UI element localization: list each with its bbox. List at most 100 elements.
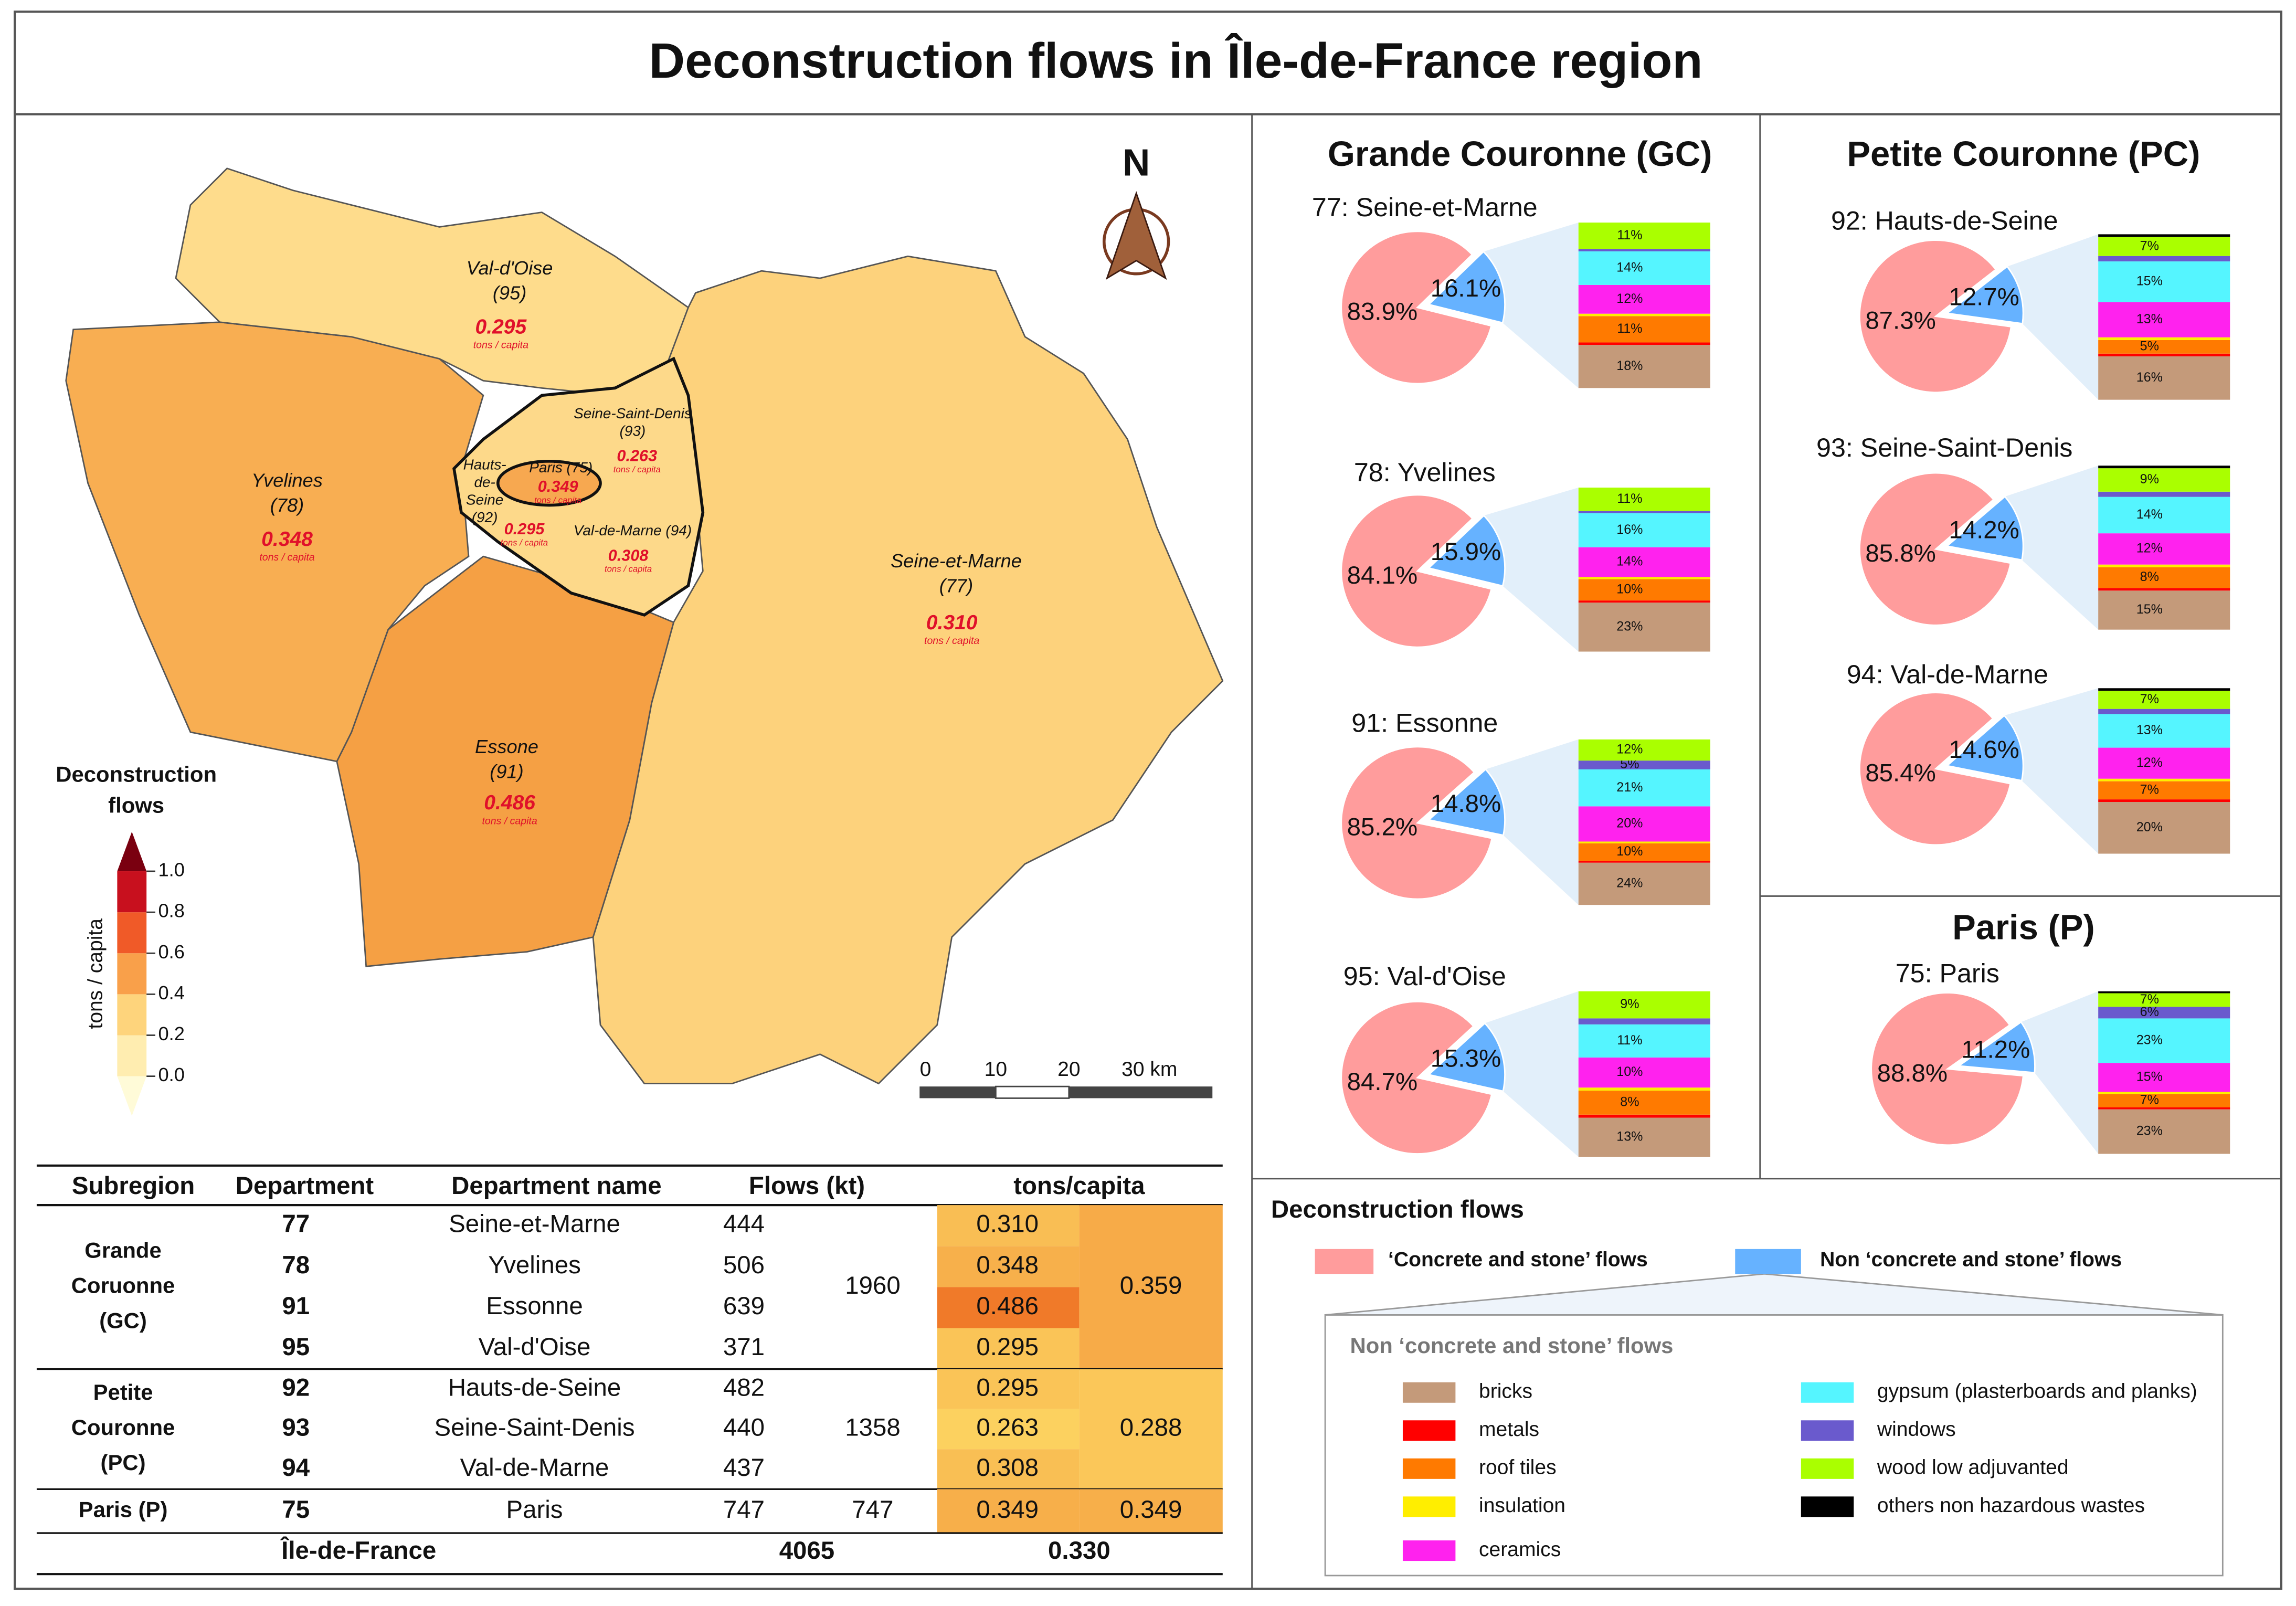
bar-segment	[1578, 249, 1710, 251]
bar-segment	[2098, 1007, 2230, 1019]
table-cell: 0.359	[1120, 1272, 1182, 1299]
bar-label: 15%	[2136, 1069, 2163, 1084]
bar-segment	[2098, 688, 2230, 691]
scale-label: 0	[920, 1058, 932, 1081]
legend-label: windows	[1877, 1418, 1956, 1441]
table-cell: 639	[723, 1292, 765, 1320]
table-cell: 78	[282, 1251, 310, 1279]
pie-slice	[1340, 494, 1493, 648]
dept-label: (95)	[493, 282, 526, 303]
pie-slice	[1340, 230, 1493, 385]
bar-segment	[2098, 356, 2230, 400]
table-cell: 75	[282, 1496, 310, 1524]
bar-segment	[2098, 564, 2230, 567]
bar-segment	[2098, 234, 2230, 237]
dept-label: (93)	[620, 422, 646, 439]
pie-slice	[1427, 250, 1506, 324]
bar-label: 23%	[2136, 1124, 2163, 1138]
tick-label: 0.0	[158, 1064, 184, 1085]
legend-swatch	[1402, 1420, 1456, 1441]
bar-segment	[1578, 345, 1710, 388]
table-header: Department name	[451, 1172, 661, 1200]
table-cell	[1079, 1369, 1223, 1489]
table-cell: 77	[282, 1210, 310, 1238]
dept-value: 0.263	[617, 447, 657, 465]
bar-label: 12%	[1616, 742, 1643, 757]
legend-swatch	[1402, 1496, 1456, 1517]
dept-unit: tons / capita	[482, 815, 537, 827]
bar-segment	[2098, 466, 2230, 469]
bar-segment	[2098, 302, 2230, 337]
table-cell: 437	[723, 1454, 765, 1482]
bar-segment	[1578, 313, 1710, 316]
legend-label: metals	[1479, 1418, 1539, 1441]
bar-label: 18%	[1616, 358, 1643, 373]
bar-segment	[2098, 1109, 2230, 1154]
subregion: Grande	[84, 1238, 161, 1262]
table-cell	[937, 1409, 1080, 1450]
table-cell: 91	[282, 1292, 310, 1320]
bar-segment	[1578, 739, 1710, 761]
table-cell: 506	[723, 1251, 765, 1279]
bar-segment	[1578, 1024, 1710, 1058]
pie-label: 84.7%	[1347, 1068, 1417, 1096]
pie-label: 14.2%	[1949, 516, 2019, 544]
dept-label: (92)	[472, 509, 498, 525]
ramp-bin	[117, 871, 147, 913]
tick-label: 0.6	[158, 941, 184, 963]
bar-segment	[2098, 1094, 2230, 1108]
bar-segment	[2098, 491, 2230, 497]
bar-label: 8%	[2140, 569, 2159, 584]
bar-segment	[2098, 261, 2230, 302]
subregion: Couronne	[71, 1415, 175, 1440]
bar-segment	[2098, 590, 2230, 630]
table-cell: 1358	[845, 1414, 900, 1442]
table-cell: 0.349	[1120, 1496, 1182, 1524]
bar-label: 11%	[1617, 491, 1642, 506]
table-cell	[937, 1449, 1080, 1489]
scale-label: 10	[985, 1058, 1007, 1081]
bar-segment	[1578, 577, 1710, 579]
legend-label: insulation	[1479, 1494, 1565, 1517]
table-cell: Hauts-de-Seine	[448, 1373, 621, 1401]
ramp-bin	[117, 912, 147, 954]
table-cell: 440	[723, 1414, 765, 1442]
bar-label: 7%	[2140, 692, 2159, 706]
dept-unit: tons / capita	[501, 537, 548, 547]
pie-slice	[1945, 495, 2024, 561]
dept-unit: tons / capita	[605, 564, 652, 574]
table-cell: 92	[282, 1373, 310, 1401]
bar-label: 7%	[2140, 1093, 2159, 1107]
legend-title: Deconstruction flows	[1271, 1196, 1524, 1223]
pie-label: 85.8%	[1865, 540, 1935, 567]
legend-title: flows	[108, 793, 164, 817]
bar-segment	[2098, 991, 2230, 994]
bar-segment	[1578, 342, 1710, 345]
bar-segment	[2098, 747, 2230, 779]
pie-slice	[1859, 472, 2012, 626]
dept-label: Yvelines	[251, 469, 323, 491]
bar-label: 12%	[2136, 755, 2163, 770]
table-cell: Paris	[506, 1496, 563, 1524]
pie-label: 16.1%	[1431, 274, 1501, 302]
table-header: Department	[236, 1172, 374, 1200]
dept-value: 0.295	[504, 520, 545, 538]
bar-segment	[2098, 1063, 2230, 1092]
bar-segment	[2098, 496, 2230, 534]
north-label: N	[1123, 141, 1150, 184]
bar-label: 9%	[1620, 997, 1639, 1011]
legend-connector	[1325, 1273, 2223, 1316]
table-cell	[937, 1369, 1080, 1409]
dept-value: 0.295	[475, 315, 527, 338]
bar-segment	[2098, 533, 2230, 565]
bar-segment	[2098, 799, 2230, 802]
table-cell: Seine-Saint-Denis	[434, 1414, 634, 1442]
table-cell	[1079, 1205, 1223, 1369]
bar-label: 13%	[1616, 1129, 1643, 1144]
table-cell: 482	[723, 1373, 765, 1401]
table-cell: 0.349	[976, 1496, 1039, 1524]
legend-label: roof tiles	[1479, 1456, 1557, 1479]
bar-segment	[1578, 760, 1710, 769]
table-cell: 371	[723, 1333, 765, 1361]
